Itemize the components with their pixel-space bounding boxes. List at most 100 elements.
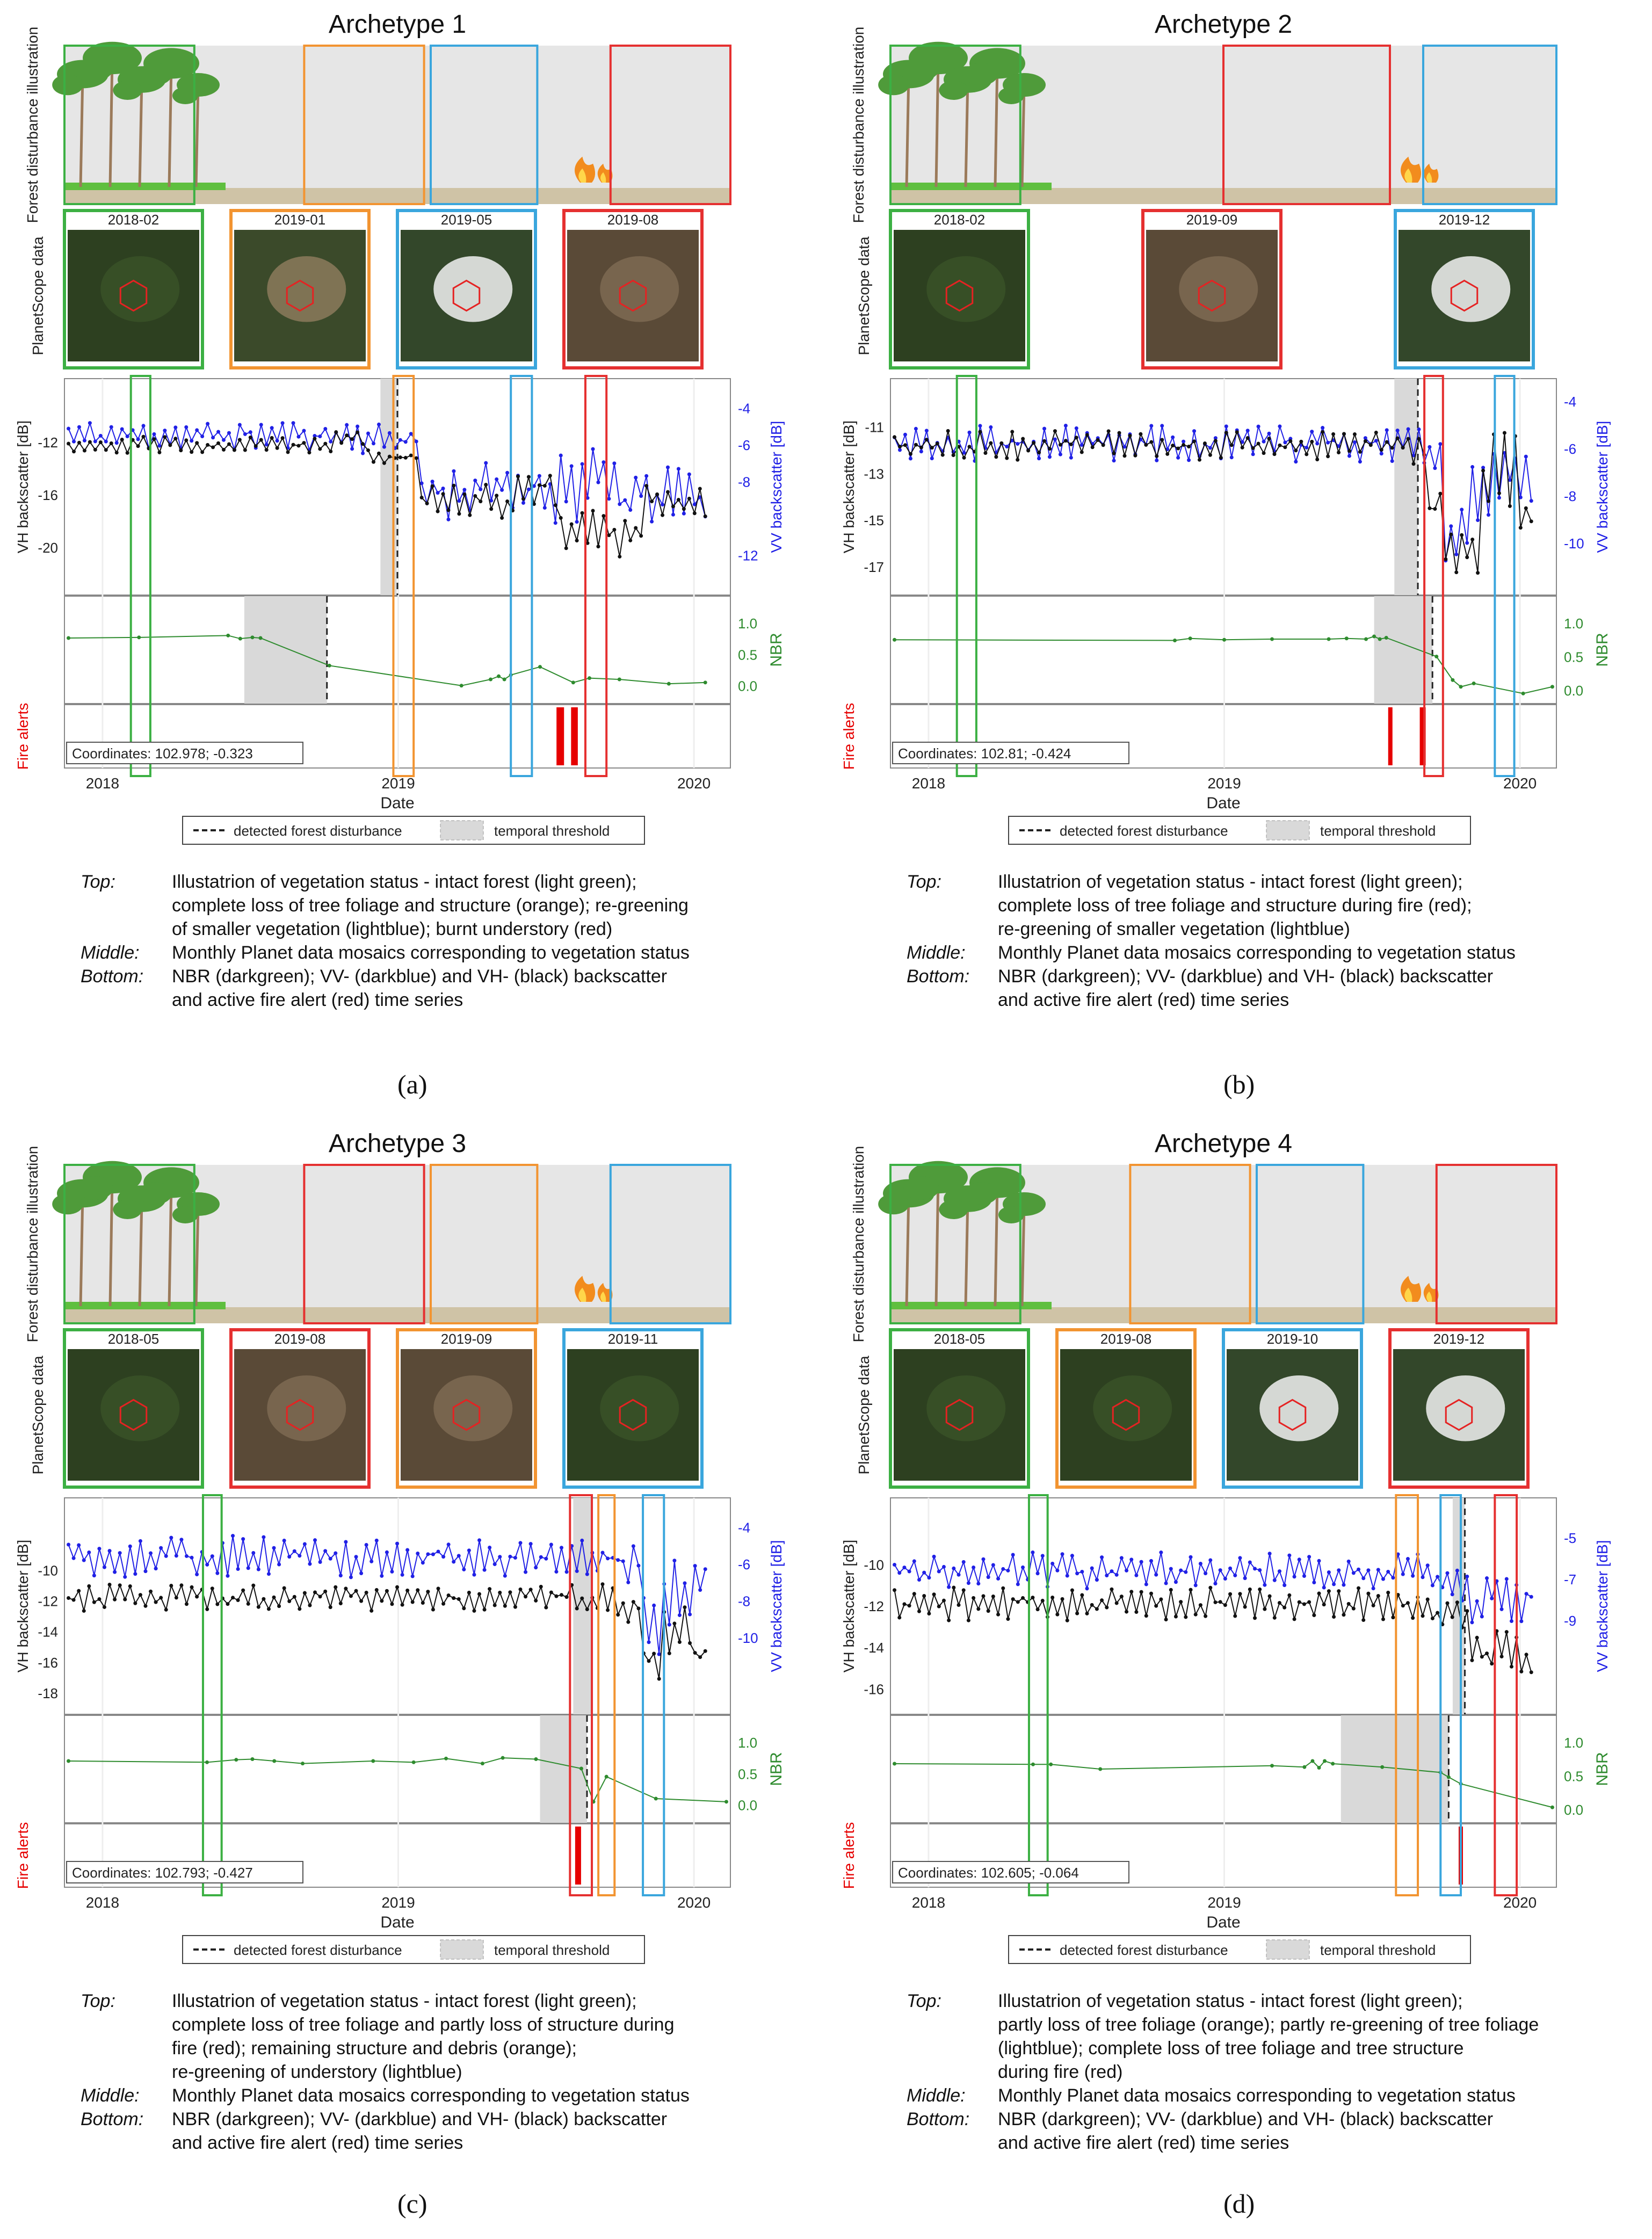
vh-tick-label: -17 [864, 559, 884, 575]
vv-series-point [693, 1564, 697, 1568]
caption-key: Bottom: [907, 966, 970, 987]
tree-trunk [138, 1198, 143, 1307]
vh-series-point [410, 1600, 415, 1604]
tree-trunk [138, 79, 143, 187]
tree-crown [878, 1193, 909, 1215]
vv-series-point [1075, 1571, 1079, 1576]
vv-tick-label: -10 [738, 1630, 758, 1646]
x-tick-label: 2019 [1207, 1894, 1241, 1911]
illustration-box-red [303, 1164, 425, 1324]
vv-series-point [1376, 1568, 1380, 1572]
x-tick-label: 2020 [1503, 775, 1537, 792]
vv-tick-label: -8 [1564, 488, 1576, 504]
vh-series-point [1006, 1617, 1010, 1621]
vh-series-point [967, 445, 972, 449]
nbr-series-point [1302, 1765, 1307, 1769]
vv-series-point [927, 1576, 931, 1580]
vv-series-point [526, 487, 531, 491]
nbr-series-line [894, 635, 1553, 694]
nbr-series-point [205, 1760, 209, 1764]
vv-series [893, 423, 1533, 563]
tree-crown [172, 1206, 198, 1223]
vh-series-point [618, 554, 622, 559]
vv-series-point [216, 430, 221, 434]
vv-series-point [972, 1566, 976, 1570]
vh-series-point [1090, 1603, 1094, 1607]
thumbnail-date: 2019-08 [274, 1331, 325, 1347]
vh-series-point [221, 447, 226, 452]
vv-series-point [387, 431, 392, 435]
vv-series-point [1390, 459, 1394, 463]
nbr-series-point [1521, 691, 1525, 695]
vh-series-point [272, 1595, 276, 1599]
vv-series-point [1105, 1574, 1109, 1578]
vh-series-point [457, 512, 461, 516]
fire-alert-bar [560, 707, 564, 765]
vh-series-point [452, 1596, 456, 1600]
vh-series-point [1480, 1655, 1484, 1659]
vv-series-point [569, 464, 574, 468]
nbr-series-point [1327, 637, 1331, 641]
vv-series-point [1173, 1580, 1178, 1584]
vh-series-point [907, 1604, 911, 1608]
vh-series-point [912, 1592, 916, 1596]
caption-text: Monthly Planet data mosaics correspondin… [998, 943, 1516, 963]
tree-crown [52, 1193, 83, 1215]
vh-series-point [72, 450, 76, 454]
vh-series-point [1155, 454, 1159, 458]
vh-series-point [554, 1594, 559, 1598]
highlight-window-orange [392, 375, 415, 777]
vh-series-point [1391, 1615, 1395, 1620]
nbr-series-point [1472, 682, 1476, 685]
vv-series-point [1176, 455, 1180, 460]
plot-frame [64, 596, 731, 704]
vh-series-point [1238, 1592, 1242, 1596]
x-axis-title: Date [1206, 1914, 1240, 1931]
vv-series-point [521, 501, 525, 505]
vh-series-point [215, 1602, 220, 1606]
row-label-illustration: Forest disturbance illustration [24, 27, 41, 223]
vh-series-point [205, 1607, 209, 1611]
legend-threshold-label: temporal threshold [1320, 823, 1436, 839]
vv-series-point [323, 426, 328, 431]
vh-series-point [334, 1585, 338, 1589]
planet-thumbnail: 2019-12 [1388, 1328, 1530, 1489]
legend-threshold-swatch [1266, 1939, 1310, 1960]
vh-series-point [1189, 1588, 1193, 1592]
vh-series-point [354, 1589, 358, 1593]
vv-series-point [671, 512, 675, 517]
planet-thumbnail: 2019-12 [1394, 209, 1535, 369]
vv-series-point [1149, 424, 1154, 428]
vv-series-point [580, 462, 584, 466]
vv-series-point [472, 1573, 476, 1577]
vh-series-point [118, 1583, 122, 1588]
vv-series-point [488, 1546, 492, 1550]
tree-trunk [194, 1204, 200, 1307]
legend-dashed-label: detected forest disturbance [1060, 1942, 1228, 1958]
vv-axis-title: VV backscatter [dB] [1594, 421, 1611, 553]
highlight-window-blue [510, 375, 533, 777]
vv-series-point [941, 1564, 946, 1569]
nbr-series-point [703, 680, 707, 685]
vh-series-point [1096, 438, 1100, 442]
vh-series-point [109, 441, 113, 445]
vh-series-point [1445, 1601, 1450, 1605]
vh-series-point [1204, 1614, 1208, 1618]
vv-series-point [313, 1538, 317, 1542]
vh-series-point [328, 1605, 332, 1610]
vv-series-point [104, 439, 108, 444]
vv-tick-label: -4 [738, 400, 750, 416]
x-tick-label: 2019 [1207, 775, 1241, 792]
vv-series-point [1272, 1578, 1277, 1582]
nbr-tick-label: 0.5 [1564, 649, 1583, 665]
caption-key: Top: [81, 872, 115, 892]
vh-series-point [1529, 519, 1533, 524]
vh-series-point [211, 445, 215, 450]
vh-series-point [1411, 462, 1416, 466]
tree-crown [939, 1200, 968, 1219]
vh-series-point [676, 498, 680, 502]
vv-series-point [676, 467, 680, 471]
tree-crown [878, 74, 909, 96]
tree-trunk [964, 1198, 969, 1307]
nbr-series-point [1188, 636, 1192, 641]
